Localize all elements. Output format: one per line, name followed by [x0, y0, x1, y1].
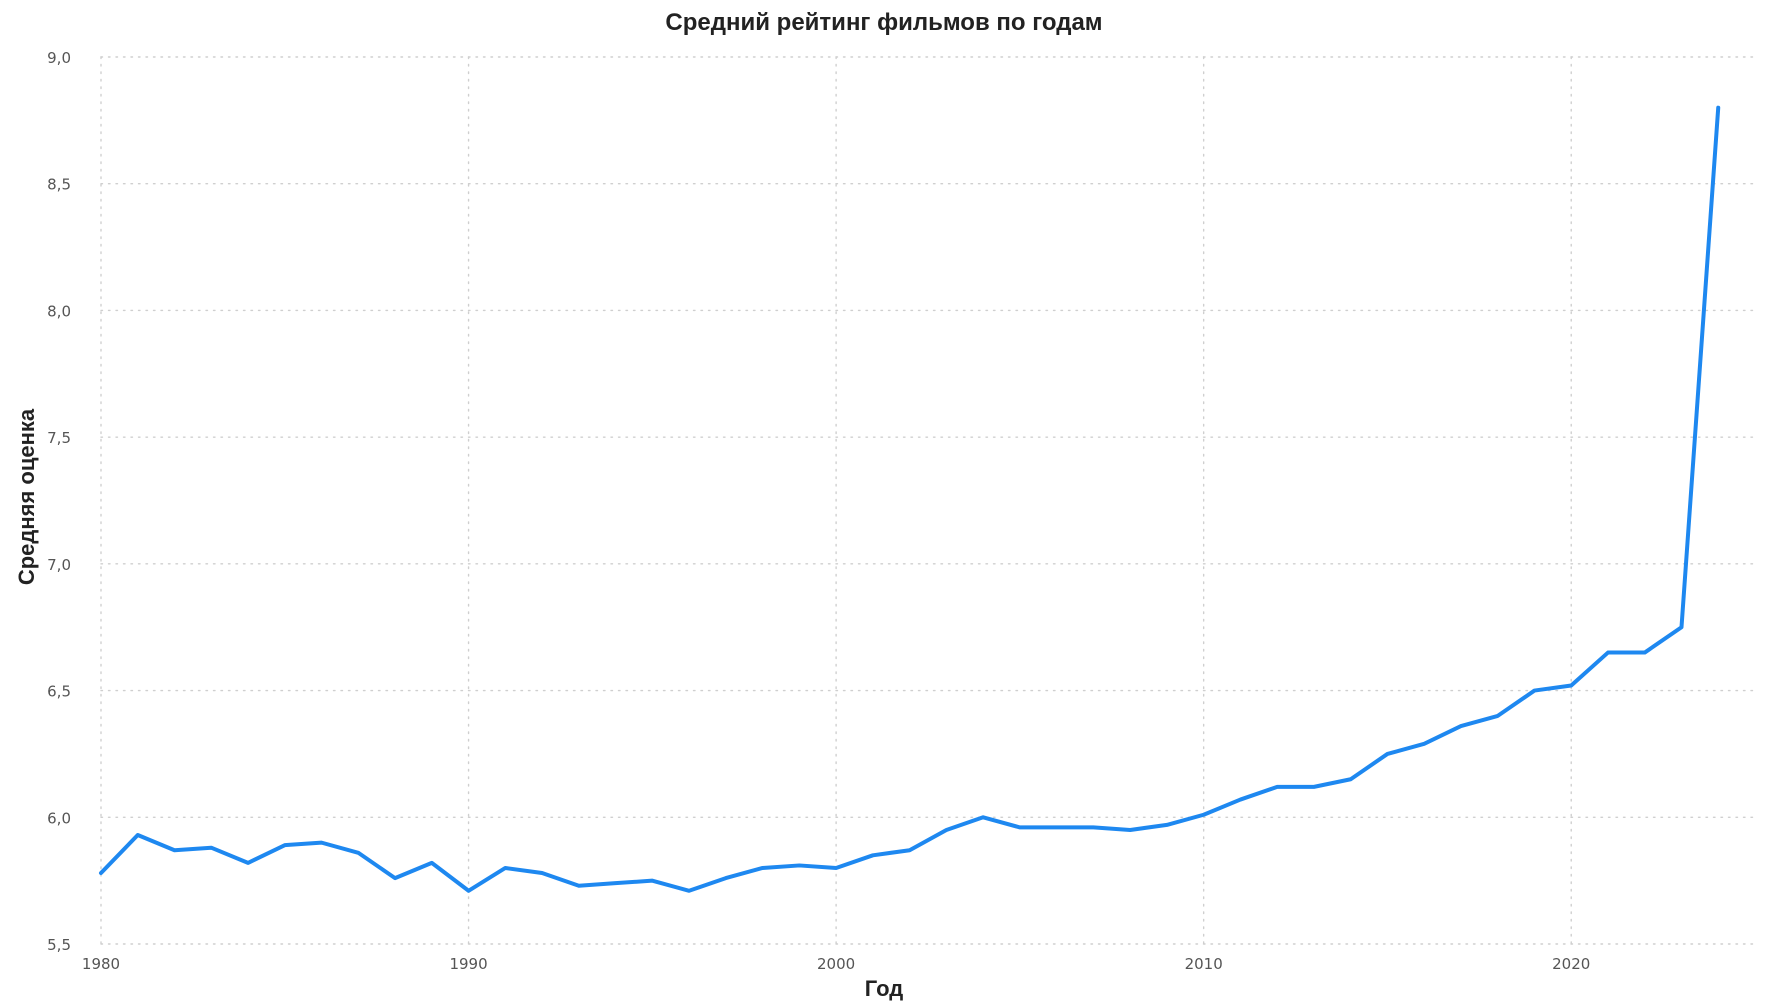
x-tick-label: 2010: [1185, 955, 1223, 973]
y-tick-label: 7,0: [47, 556, 71, 574]
average-rating-series-line: [99, 105, 1721, 893]
y-tick-label: 9,0: [47, 49, 71, 67]
x-tick-label: 2000: [817, 955, 855, 973]
series-layer: [99, 105, 1721, 893]
y-axis-ticks: 5,5 6,0 6,5 7,0 7,5 8,0 8,5 9,0: [47, 49, 71, 954]
y-tick-label: 5,5: [47, 936, 71, 954]
y-tick-label: 6,5: [47, 683, 71, 701]
x-axis-title: Год: [865, 976, 904, 1001]
y-tick-label: 8,5: [47, 176, 71, 194]
y-tick-label: 6,0: [47, 809, 71, 827]
x-tick-label: 1990: [449, 955, 487, 973]
x-axis-ticks: 1980 1990 2000 2010 2020: [82, 955, 1590, 973]
y-tick-label: 7,5: [47, 429, 71, 447]
y-axis-title: Средняя оценка: [14, 408, 39, 585]
y-tick-label: 8,0: [47, 302, 71, 320]
grid-layer: [100, 56, 1756, 945]
chart-title: Средний рейтинг фильмов по годам: [665, 9, 1102, 36]
x-tick-label: 2020: [1552, 955, 1590, 973]
x-tick-label: 1980: [82, 955, 120, 973]
